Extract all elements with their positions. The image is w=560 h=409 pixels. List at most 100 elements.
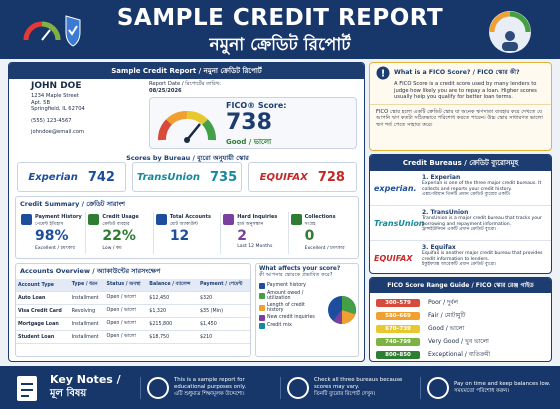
score-label: FICO® Score:: [226, 101, 287, 110]
address-line: Springfield, IL 62704: [31, 106, 85, 112]
score-box: FICO® Score: 738 Good / ভালো: [149, 97, 357, 149]
email: johndoe@email.com: [31, 129, 85, 135]
credit-summary: Credit Summary / ক্রেডিট সারাংশ Payment …: [15, 196, 359, 259]
bureau-score-value: 742: [87, 169, 115, 185]
account-cell: Revolving: [69, 304, 105, 318]
account-row: Visa Credit Card Revolving Open / ভালো $1,3…: [16, 304, 250, 318]
factor: Credit mix: [259, 322, 321, 329]
range: 580–669 Fair / মোটামুটি: [376, 310, 545, 321]
summary-text: Total Accounts মোট অ্যাকাউন্ট 12: [170, 214, 211, 252]
summary-label: Payment History: [35, 214, 82, 220]
bureau-desc: Equifax is another major credit bureau t…: [422, 251, 543, 262]
factor-label: Payment history: [267, 283, 307, 288]
factors-title: What affects your score?: [259, 266, 341, 272]
table-header: Account Type Type / ধরন Status / অবস্থা Bal…: [16, 279, 250, 292]
notes-title-bn: মূল বিষয়: [50, 387, 87, 399]
bureau-name: Experian: [28, 171, 78, 183]
factor-label: Length of credit history: [267, 302, 305, 313]
summary-item: Collections সংগ্রহ 0 Excellent / চমৎকার: [287, 212, 355, 254]
phone: (555) 123-4567: [31, 117, 72, 124]
note: This is a sample report for educational …: [140, 376, 280, 399]
accounts-table: Account Type Type / ধরন Status / অবস্থা Bal…: [16, 279, 250, 344]
panel-title: Sample Credit Report / নমুনা ক্রেডিট রিপ…: [9, 63, 364, 79]
name: JOHN DOE: [31, 81, 82, 91]
bureau-name: TransUnion: [136, 171, 200, 183]
bureau-text: 1. Experian Experian is one of the three …: [422, 174, 547, 202]
date: 08/25/2026: [149, 87, 182, 94]
summary-icon: [21, 214, 32, 225]
summary-note: Last 12 Months: [237, 244, 273, 249]
summary-value: 12: [169, 228, 190, 244]
note-text: Pay on time and keep balances low. সময়মত…: [454, 381, 550, 395]
bureau-desc-bn: ট্রান্সইউনিয়ন একটি প্রধান ক্রেডিট ব্যুর…: [422, 227, 497, 233]
note-icon: [147, 376, 169, 399]
ranges-title: FICO Score Range Guide / FICO স্কোর রেঞ্…: [370, 278, 551, 293]
note-en: This is a sample report for educational …: [174, 377, 247, 391]
score-rating: Good / ভালো: [226, 138, 272, 146]
report-panel: Sample Credit Report / নমুনা ক্রেডিট রিপ…: [8, 62, 365, 362]
bureau-score: TransUnion 735: [132, 162, 242, 192]
bureau-text: 3. Equifax Equifax is another major credi…: [422, 244, 547, 272]
personal-info: JOHN DOE 1234 Maple Street Apt. 5B Springf…: [17, 81, 137, 136]
account-cell: $12,450: [147, 291, 198, 305]
account-cell: Mortgage Loan: [16, 317, 70, 331]
range-values: 670–739: [376, 324, 420, 333]
summary-value: 98%: [35, 228, 69, 244]
summary-item: Payment History পেমেন্ট ইতিহাস 98% Excellen…: [19, 212, 85, 254]
column-header: Type / ধরন: [69, 279, 105, 292]
summary-label-bn: সংগ্রহ: [304, 222, 316, 227]
summary-icon: [290, 214, 302, 225]
account-cell: Installment: [69, 317, 105, 331]
bureau-name: 2. TransUnion: [422, 209, 469, 216]
account-cell: Open / ভালো: [104, 304, 148, 318]
summary-label: Collections: [304, 214, 336, 220]
account-cell: $1,320: [147, 304, 198, 318]
title: SAMPLE CREDIT REPORT: [116, 5, 444, 31]
summary-item: Hard Inquiries হার্ড অনুসন্ধান 2 Last 12 Mo…: [220, 212, 287, 254]
column-header: Payment / পেমেন্ট: [198, 279, 250, 292]
factor: Length of credit history: [259, 303, 321, 313]
svg-text:!: !: [381, 69, 386, 80]
note-text: This is a sample report for educational …: [174, 377, 274, 397]
bureau: EQUIFAX 3. Equifax Equifax is another majo…: [370, 241, 551, 273]
account-cell: $320: [198, 291, 250, 305]
range-values: 300–579: [376, 298, 420, 307]
subtitle: নমুনা ক্রেডিট রিপোর্ট: [209, 35, 351, 55]
summary-text: Collections সংগ্রহ 0 Excellent / চমৎকার: [305, 214, 345, 252]
account-cell: $215,800: [147, 317, 198, 331]
account-cell: Student Loan: [16, 330, 70, 344]
summary-title: Credit Summary / ক্রেডিট সারাংশ: [20, 200, 126, 208]
accounts: Accounts Overview / অ্যাকাউন্টের সারসংক্…: [15, 263, 251, 357]
bureau-score: EQUIFAX 728: [247, 162, 357, 192]
account-cell: Open / ভালো: [104, 317, 148, 331]
accounts-title: Accounts Overview / অ্যাকাউন্টের সারসংক্…: [20, 267, 161, 275]
summary-label: Total Accounts: [169, 214, 211, 220]
note-en: Pay on time and keep balances low.: [454, 380, 551, 387]
bureau-desc-bn: এক্সপেরিয়ান তিনটি প্রধান ক্রেডিট ব্যুরো…: [422, 192, 511, 198]
range: 670–739 Good / ভালো: [376, 323, 545, 334]
note-bn: এটি শুধুমাত্র শিক্ষামূলক উদ্দেশ্যে।: [174, 390, 245, 397]
note-bn: তিনটি ব্যুরোর রিপোর্ট দেখুন।: [314, 390, 376, 397]
header: SAMPLE CREDIT REPORT নমুনা ক্রেডিট রিপোর…: [0, 0, 560, 59]
bureau-score: Experian 742: [17, 162, 127, 192]
bureau-name: 3. Equifax: [422, 244, 456, 251]
range-values: 580–669: [376, 311, 420, 320]
bureau: TransUnion 2. TransUnion TransUnion is a m…: [370, 206, 551, 241]
range: 740–799 Very Good / খুব ভালো: [376, 336, 545, 347]
factor-icon: [259, 292, 265, 299]
factor-icon: [259, 282, 265, 289]
column-header: Balance / ব্যালেন্স: [147, 279, 198, 292]
factors: What affects your score? কী আপনার স্কোরক…: [255, 263, 359, 357]
key-notes: Key Notes / মূল বিষয় This is a sample r…: [0, 366, 560, 409]
note-icon: [287, 376, 309, 399]
bureau-desc-bn: ইকুইফ্যাক্স আরেকটি প্রধান ক্রেডিট ব্যুরো…: [422, 262, 497, 268]
range-label: Exceptional / ব্যতিক্রমী: [428, 351, 491, 358]
bureau-scores-title: Scores by Bureau / ব্যুরো অনুযায়ী স্কোর: [126, 154, 249, 162]
range: 300–579 Poor / দুর্বল: [376, 297, 545, 308]
summary-icon: [88, 214, 100, 225]
fico-info-title: What is a FICO Score? / FICO স্কোর কী?: [394, 69, 520, 76]
factors-subtitle: কী আপনার স্কোরকে প্রভাবিত করে?: [259, 272, 333, 278]
account-cell: Open / ভালো: [104, 291, 148, 305]
bureau-name: 1. Experian: [422, 174, 461, 181]
range-label: Good / ভালো: [428, 325, 465, 332]
